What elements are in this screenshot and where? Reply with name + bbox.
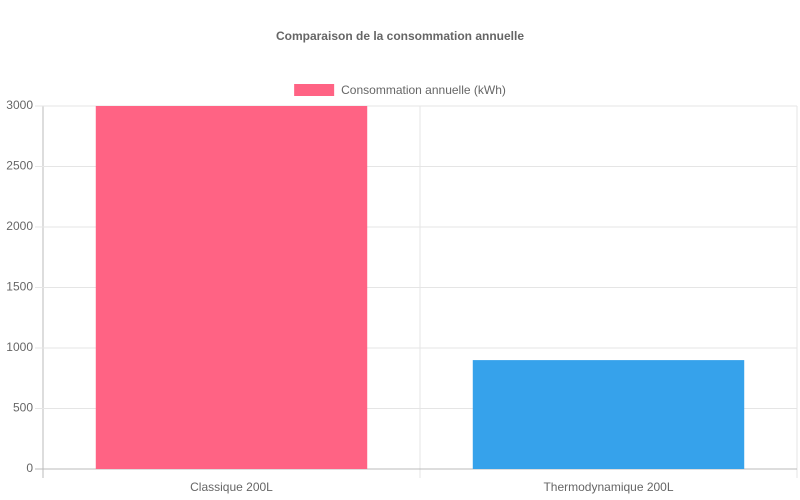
- x-tick-label: Thermodynamique 200L: [543, 480, 673, 494]
- y-tick-label: 0: [26, 461, 33, 475]
- bar: [472, 360, 745, 469]
- y-tick-label: 2000: [6, 219, 33, 233]
- y-tick-label: 500: [13, 401, 33, 415]
- bar: [95, 106, 368, 469]
- legend-swatch: [294, 84, 335, 96]
- y-tick-label: 3000: [6, 98, 33, 112]
- y-tick-label: 1000: [6, 340, 33, 354]
- chart-title: Comparaison de la consommation annuelle: [276, 29, 524, 43]
- y-tick-label: 2500: [6, 159, 33, 173]
- y-tick-label: 1500: [6, 280, 33, 294]
- x-tick-label: Classique 200L: [190, 480, 273, 494]
- legend-label: Consommation annuelle (kWh): [341, 83, 506, 97]
